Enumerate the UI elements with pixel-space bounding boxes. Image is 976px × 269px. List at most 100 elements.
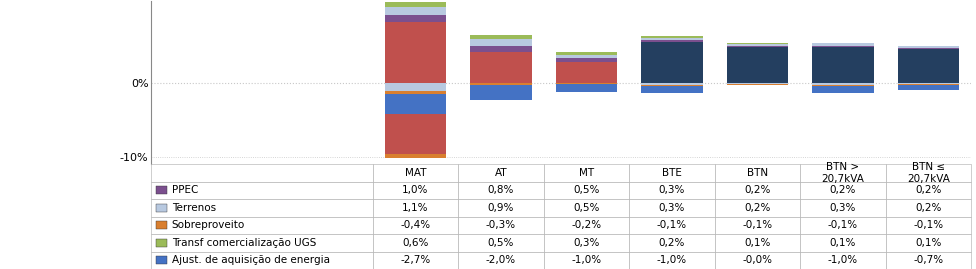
- Bar: [544, 164, 630, 182]
- Bar: [641, 40, 703, 42]
- Bar: [555, 52, 617, 55]
- Text: 0,3%: 0,3%: [659, 185, 685, 195]
- Text: 0,2%: 0,2%: [744, 185, 771, 195]
- Bar: [641, 36, 703, 38]
- Text: -0,2%: -0,2%: [571, 220, 601, 230]
- Bar: [726, 44, 789, 46]
- Bar: [641, 38, 703, 40]
- Bar: [885, 252, 971, 269]
- Bar: [898, 48, 959, 49]
- Text: -2,0%: -2,0%: [486, 255, 516, 265]
- Bar: [385, 6, 446, 15]
- Text: 0,5%: 0,5%: [488, 238, 514, 248]
- Bar: [458, 234, 544, 252]
- Bar: [812, 85, 874, 86]
- Bar: [641, 42, 703, 83]
- Bar: [156, 186, 167, 194]
- Bar: [458, 217, 544, 234]
- Bar: [800, 217, 885, 234]
- Bar: [641, 85, 703, 86]
- Bar: [630, 217, 714, 234]
- Bar: [385, 22, 446, 83]
- Bar: [458, 252, 544, 269]
- Bar: [800, 199, 885, 217]
- Text: -2,7%: -2,7%: [400, 255, 430, 265]
- Bar: [641, 83, 703, 85]
- Bar: [373, 217, 458, 234]
- Bar: [885, 234, 971, 252]
- Bar: [714, 182, 800, 199]
- Bar: [885, 182, 971, 199]
- Text: 1,0%: 1,0%: [402, 185, 428, 195]
- Bar: [385, 2, 446, 6]
- Bar: [544, 217, 630, 234]
- Text: 0,2%: 0,2%: [659, 238, 685, 248]
- Bar: [812, 46, 874, 47]
- Bar: [898, 83, 959, 84]
- Bar: [458, 164, 544, 182]
- Bar: [898, 47, 959, 48]
- Text: BTN >
20,7kVA: BTN > 20,7kVA: [822, 162, 865, 183]
- Text: 0,2%: 0,2%: [915, 203, 942, 213]
- Bar: [544, 199, 630, 217]
- Bar: [885, 199, 971, 217]
- Bar: [385, 154, 446, 158]
- Text: 0,1%: 0,1%: [830, 238, 856, 248]
- Bar: [555, 83, 617, 84]
- Text: 0,1%: 0,1%: [915, 238, 942, 248]
- Bar: [555, 55, 617, 58]
- Bar: [812, 83, 874, 85]
- Text: 0,1%: 0,1%: [744, 238, 771, 248]
- Text: Terrenos: Terrenos: [172, 203, 216, 213]
- Bar: [812, 44, 874, 46]
- Text: MAT: MAT: [405, 168, 427, 178]
- Bar: [800, 164, 885, 182]
- Bar: [714, 199, 800, 217]
- Text: -0,0%: -0,0%: [743, 255, 772, 265]
- Bar: [373, 234, 458, 252]
- Text: -0,1%: -0,1%: [828, 220, 858, 230]
- Bar: [555, 62, 617, 83]
- Bar: [885, 217, 971, 234]
- Bar: [373, 199, 458, 217]
- Bar: [630, 182, 714, 199]
- Bar: [544, 234, 630, 252]
- Text: Transf comercialização UGS: Transf comercialização UGS: [172, 238, 316, 248]
- Bar: [812, 43, 874, 44]
- Bar: [800, 252, 885, 269]
- Text: PPEC: PPEC: [172, 185, 198, 195]
- Bar: [373, 164, 458, 182]
- Text: 0,3%: 0,3%: [659, 203, 685, 213]
- Bar: [151, 217, 373, 234]
- Bar: [470, 46, 532, 52]
- Bar: [151, 182, 373, 199]
- Bar: [544, 252, 630, 269]
- Text: BTN ≤
20,7kVA: BTN ≤ 20,7kVA: [907, 162, 950, 183]
- Bar: [373, 252, 458, 269]
- Bar: [630, 164, 714, 182]
- Bar: [555, 58, 617, 62]
- Bar: [714, 164, 800, 182]
- Bar: [151, 164, 373, 182]
- Bar: [726, 46, 789, 47]
- Bar: [470, 52, 532, 83]
- Text: -0,1%: -0,1%: [743, 220, 772, 230]
- Bar: [630, 252, 714, 269]
- Bar: [630, 234, 714, 252]
- Text: MT: MT: [579, 168, 594, 178]
- Bar: [812, 47, 874, 83]
- Text: -0,1%: -0,1%: [657, 220, 687, 230]
- Bar: [726, 83, 789, 84]
- Bar: [470, 39, 532, 46]
- Bar: [470, 83, 532, 85]
- Text: 1,1%: 1,1%: [402, 203, 428, 213]
- Text: -0,7%: -0,7%: [914, 255, 944, 265]
- Text: 0,3%: 0,3%: [573, 238, 599, 248]
- Bar: [898, 46, 959, 47]
- Text: Sobreproveito: Sobreproveito: [172, 220, 245, 230]
- Bar: [156, 239, 167, 247]
- Bar: [630, 199, 714, 217]
- Bar: [385, 15, 446, 22]
- Bar: [385, 83, 446, 91]
- Bar: [726, 84, 789, 85]
